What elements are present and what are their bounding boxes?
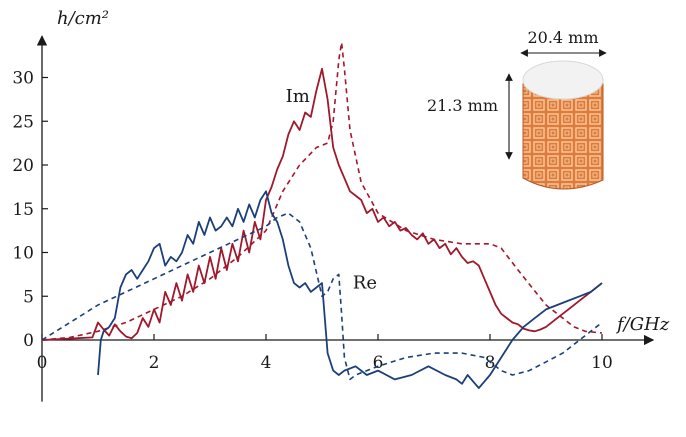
im-measured-line bbox=[41, 67, 603, 341]
im-model-line bbox=[41, 41, 603, 341]
axes: 2 4 6 8 10 0 0 5 10 15 20 25 30 f/GHz h/cm² bbox=[12, 8, 670, 402]
series-label-re: Re bbox=[353, 272, 377, 293]
re-measured-line bbox=[97, 190, 603, 390]
series-label-im: Im bbox=[286, 86, 310, 107]
re-model-line bbox=[41, 212, 603, 381]
y-ticks: 0 5 10 15 20 25 30 bbox=[12, 69, 48, 351]
x-axis-label: f/GHz bbox=[615, 314, 670, 335]
y-axis-label: h/cm² bbox=[57, 8, 109, 29]
x-tick-label: 0 bbox=[37, 353, 48, 373]
y-tick-label: 0 bbox=[23, 331, 34, 351]
y-tick-label: 20 bbox=[12, 156, 34, 176]
y-tick-label: 25 bbox=[12, 112, 34, 132]
y-tick-label: 15 bbox=[12, 200, 34, 220]
annotation-layer: Im Re bbox=[286, 86, 377, 293]
x-tick-label: 10 bbox=[591, 353, 613, 373]
sample-cylinder-top bbox=[522, 60, 604, 100]
x-tick-label: 4 bbox=[261, 353, 272, 373]
sample-cylinder-body bbox=[522, 83, 604, 190]
x-ticks: 2 4 6 8 10 0 bbox=[37, 334, 613, 373]
y-tick-label: 30 bbox=[12, 69, 34, 89]
height-dimension-label: 21.3 mm bbox=[427, 96, 498, 115]
x-tick-label: 8 bbox=[485, 353, 496, 373]
sample-photo-inset: 20.4 mm 21.3 mm bbox=[427, 28, 607, 190]
width-dimension-label: 20.4 mm bbox=[527, 28, 598, 47]
series-layer bbox=[41, 41, 603, 390]
x-tick-label: 6 bbox=[373, 353, 384, 373]
y-tick-label: 10 bbox=[12, 244, 34, 264]
y-tick-label: 5 bbox=[23, 287, 34, 307]
x-tick-label: 2 bbox=[149, 353, 160, 373]
